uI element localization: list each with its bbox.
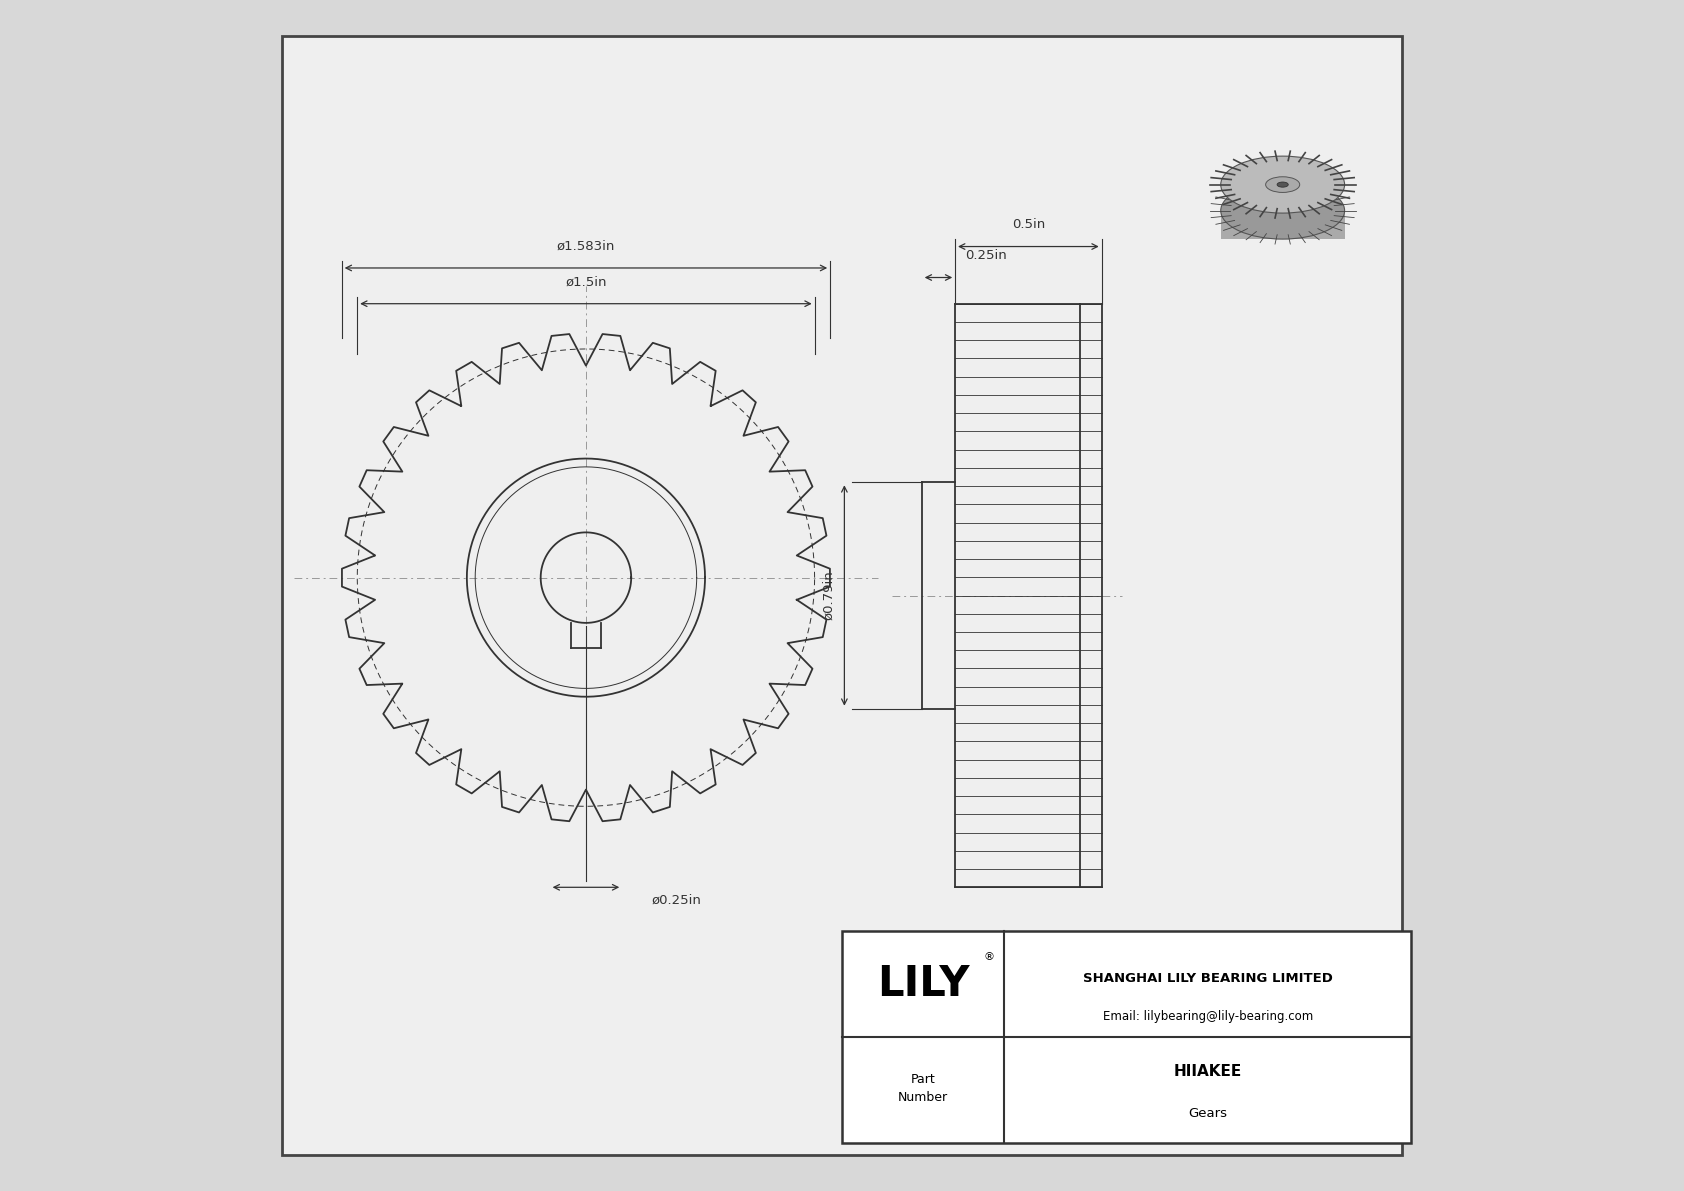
Text: SHANGHAI LILY BEARING LIMITED: SHANGHAI LILY BEARING LIMITED [1083,972,1332,985]
Text: ø0.25in: ø0.25in [652,893,701,906]
Text: ø1.5in: ø1.5in [566,275,606,288]
Text: Email: lilybearing@lily-bearing.com: Email: lilybearing@lily-bearing.com [1103,1010,1314,1023]
Text: Gears: Gears [1189,1108,1228,1121]
Polygon shape [1221,213,1344,239]
Text: 0.5in: 0.5in [1012,218,1046,231]
Ellipse shape [1221,182,1344,239]
Ellipse shape [1276,182,1288,187]
Text: ø1.583in: ø1.583in [557,239,615,252]
Text: ø0.79in: ø0.79in [822,570,835,621]
Ellipse shape [1221,156,1344,213]
Text: 0.25in: 0.25in [965,249,1007,262]
Bar [842,931,1411,1143]
Text: HIIAKEE: HIIAKEE [1174,1064,1241,1079]
Ellipse shape [1266,176,1300,193]
Text: ®: ® [983,952,994,962]
Text: Part
Number: Part Number [898,1073,948,1104]
Text: LILY: LILY [877,964,970,1005]
